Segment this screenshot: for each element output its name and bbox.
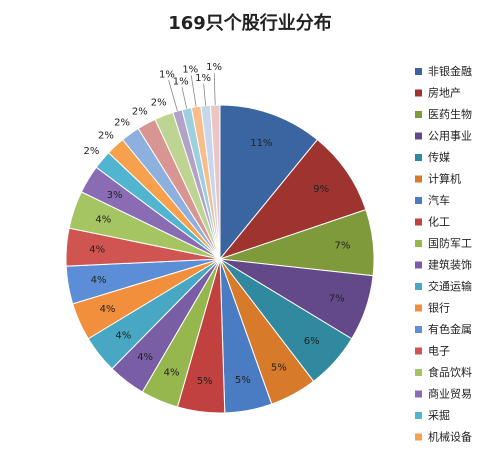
legend-swatch <box>415 304 422 312</box>
legend-label: 食品饮料 <box>428 365 472 379</box>
legend-label: 电子 <box>428 345 450 358</box>
leader-line <box>203 83 207 106</box>
value-label: 2% <box>151 98 167 109</box>
legend-swatch <box>415 175 422 183</box>
value-label: 1% <box>206 62 222 73</box>
value-label: 11% <box>250 138 272 149</box>
legend-swatch <box>415 154 422 161</box>
value-label: 7% <box>329 294 345 305</box>
value-label: 2% <box>132 106 148 117</box>
legend-swatch <box>415 111 422 118</box>
value-label: 1% <box>195 73 211 84</box>
legend-label: 国防军工 <box>428 236 472 250</box>
legend-swatch <box>415 412 422 419</box>
legend-label: 采掘 <box>428 408 450 422</box>
value-label: 4% <box>89 244 105 255</box>
legend-label: 有色金属 <box>428 322 472 336</box>
legend-swatch <box>415 197 422 204</box>
legend-swatch <box>415 369 422 376</box>
value-label: 5% <box>235 375 251 386</box>
value-label: 9% <box>313 184 329 195</box>
value-label: 4% <box>100 304 116 315</box>
value-label: 1% <box>182 64 198 75</box>
value-label: 4% <box>95 214 111 225</box>
legend-swatch <box>415 326 422 333</box>
legend-label: 医药生物 <box>428 107 472 121</box>
value-label: 4% <box>137 352 153 363</box>
legend-label: 公用事业 <box>428 130 472 143</box>
leader-line <box>168 80 178 112</box>
legend-swatch <box>415 68 422 75</box>
pie-slice <box>219 104 319 261</box>
value-label: 6% <box>304 336 320 347</box>
legend-swatch <box>415 347 422 355</box>
legend-label: 房地产 <box>428 86 461 100</box>
chart-title: 169只个股行业分布 <box>168 12 332 34</box>
legend-swatch <box>415 390 422 398</box>
legend-label: 计算机 <box>428 172 461 186</box>
value-label: 2% <box>98 131 114 142</box>
legend-label: 机械设备 <box>428 430 472 444</box>
legend-label: 商业贸易 <box>428 387 472 401</box>
value-label: 1% <box>173 76 189 87</box>
value-label: 3% <box>107 190 123 201</box>
legend-label: 化工 <box>428 215 450 229</box>
legend-swatch <box>415 433 422 441</box>
value-label: 2% <box>84 146 100 157</box>
legend-label: 建筑装饰 <box>428 258 472 272</box>
legend-label: 汽车 <box>428 193 450 207</box>
value-label: 1% <box>159 69 175 80</box>
value-label: 7% <box>335 241 351 252</box>
value-label: 5% <box>271 362 287 373</box>
value-label: 4% <box>164 367 180 378</box>
pie-slice <box>209 104 221 260</box>
legend-swatch <box>415 89 422 97</box>
value-label: 4% <box>91 275 107 286</box>
value-label: 2% <box>114 117 130 128</box>
value-label: 4% <box>115 330 131 341</box>
leader-line <box>181 87 188 109</box>
legend-swatch <box>415 240 422 247</box>
value-label: 5% <box>197 376 213 387</box>
legend-label: 交通运输 <box>428 279 472 293</box>
legend-swatch <box>415 283 422 290</box>
leader-line <box>190 75 197 107</box>
legend-label: 非银金融 <box>428 64 472 78</box>
legend-swatch <box>415 218 422 226</box>
legend-label: 银行 <box>428 301 450 315</box>
legend-swatch <box>415 261 422 269</box>
leader-line <box>213 73 216 106</box>
legend-swatch <box>415 132 422 140</box>
pie-slice <box>218 138 367 261</box>
legend-label: 传媒 <box>428 151 450 164</box>
